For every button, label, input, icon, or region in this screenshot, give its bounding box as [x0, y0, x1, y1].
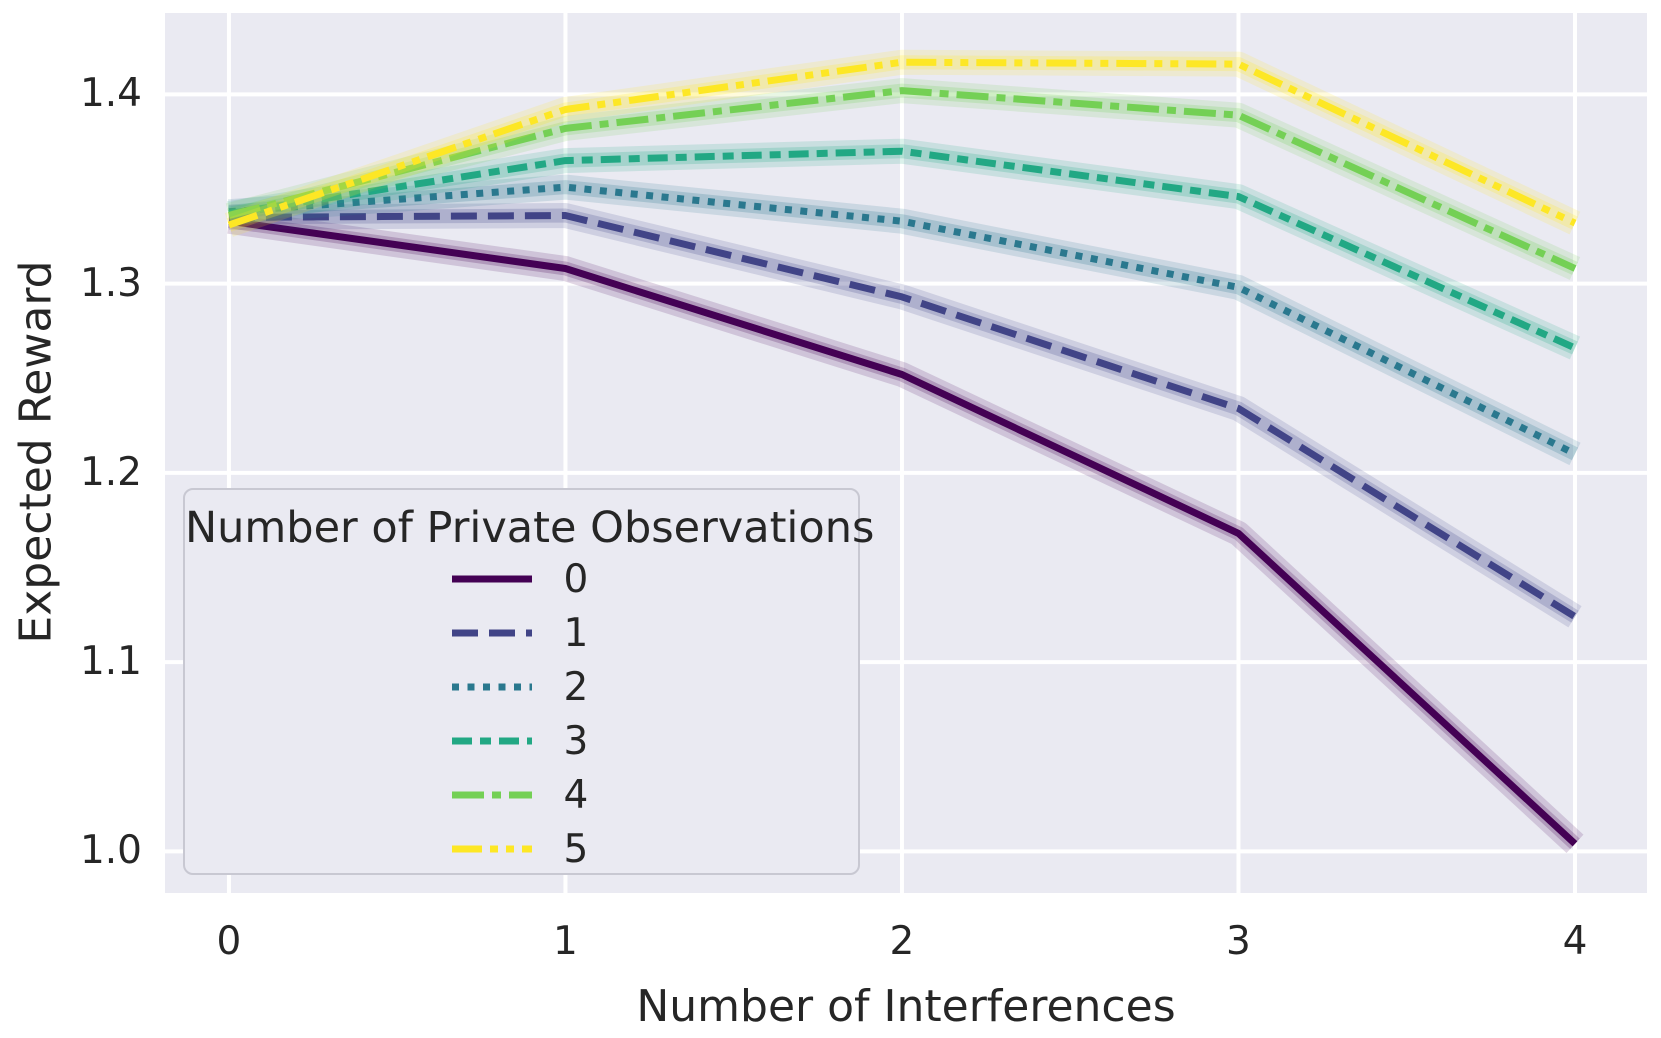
y-axis-label: Expected Reward — [10, 260, 62, 644]
y-tick-label: 1.1 — [79, 639, 142, 685]
x-axis-label: Number of Interferences — [636, 981, 1176, 1032]
legend-row: 0 — [185, 552, 858, 606]
y-tick-label: 1.3 — [79, 260, 142, 306]
legend-line-swatch — [451, 575, 532, 583]
x-tick-label: 3 — [1226, 919, 1251, 964]
legend-entry-label: 4 — [563, 772, 589, 818]
legend-entry-label: 0 — [563, 556, 589, 602]
y-tick-label: 1.0 — [79, 828, 142, 874]
legend-line-swatch — [451, 629, 532, 637]
legend-line-swatch — [451, 683, 532, 691]
legend-line-swatch — [451, 845, 532, 853]
x-tick-label: 1 — [553, 919, 578, 964]
legend-entry-label: 3 — [563, 718, 589, 764]
legend-line-swatch — [451, 737, 532, 745]
legend-row: 3 — [185, 714, 858, 768]
legend: Number of Private Observations 0 1 2 3 4… — [183, 488, 875, 876]
y-tick-label: 1.4 — [79, 71, 142, 117]
x-tick-label: 4 — [1562, 919, 1588, 964]
y-tick-label: 1.2 — [79, 449, 142, 495]
legend-line-swatch — [451, 791, 532, 799]
legend-entry-label: 2 — [563, 664, 589, 710]
legend-row: 2 — [185, 660, 858, 714]
legend-row: 4 — [185, 768, 858, 822]
legend-title: Number of Private Observations — [185, 503, 875, 553]
legend-row: 1 — [185, 606, 858, 660]
legend-entry-label: 1 — [563, 610, 589, 656]
x-tick-label: 2 — [889, 919, 915, 964]
x-tick-label: 0 — [216, 919, 242, 964]
legend-row: 5 — [185, 822, 858, 876]
legend-entry-label: 5 — [563, 826, 589, 872]
